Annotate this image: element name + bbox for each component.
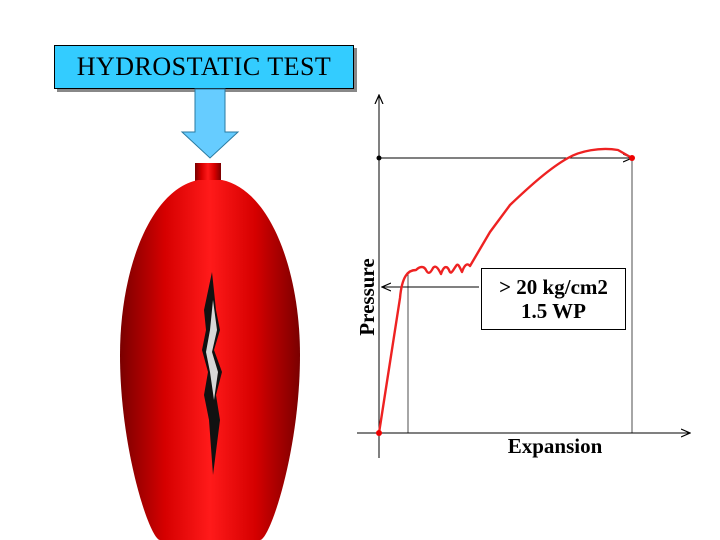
x-axis-label: Expansion [507,434,603,458]
y-axis-label: Pressure [355,258,379,335]
guide-lines [379,158,632,433]
pressure-expansion-curve [376,147,635,436]
title-box: HYDROSTATIC TEST [54,45,354,89]
burst-point-dot [629,155,635,161]
down-arrow-icon [180,88,240,159]
burst-level-dot [376,155,382,161]
title-text: HYDROSTATIC TEST [76,52,332,81]
annotation-box: > 20 kg/cm2 1.5 WP [481,268,626,330]
annotation-line-2: 1.5 WP [521,299,586,323]
origin-dot [376,430,382,436]
annotation-line-1: > 20 kg/cm2 [499,275,608,299]
ruptured-cylinder-icon [120,163,300,540]
